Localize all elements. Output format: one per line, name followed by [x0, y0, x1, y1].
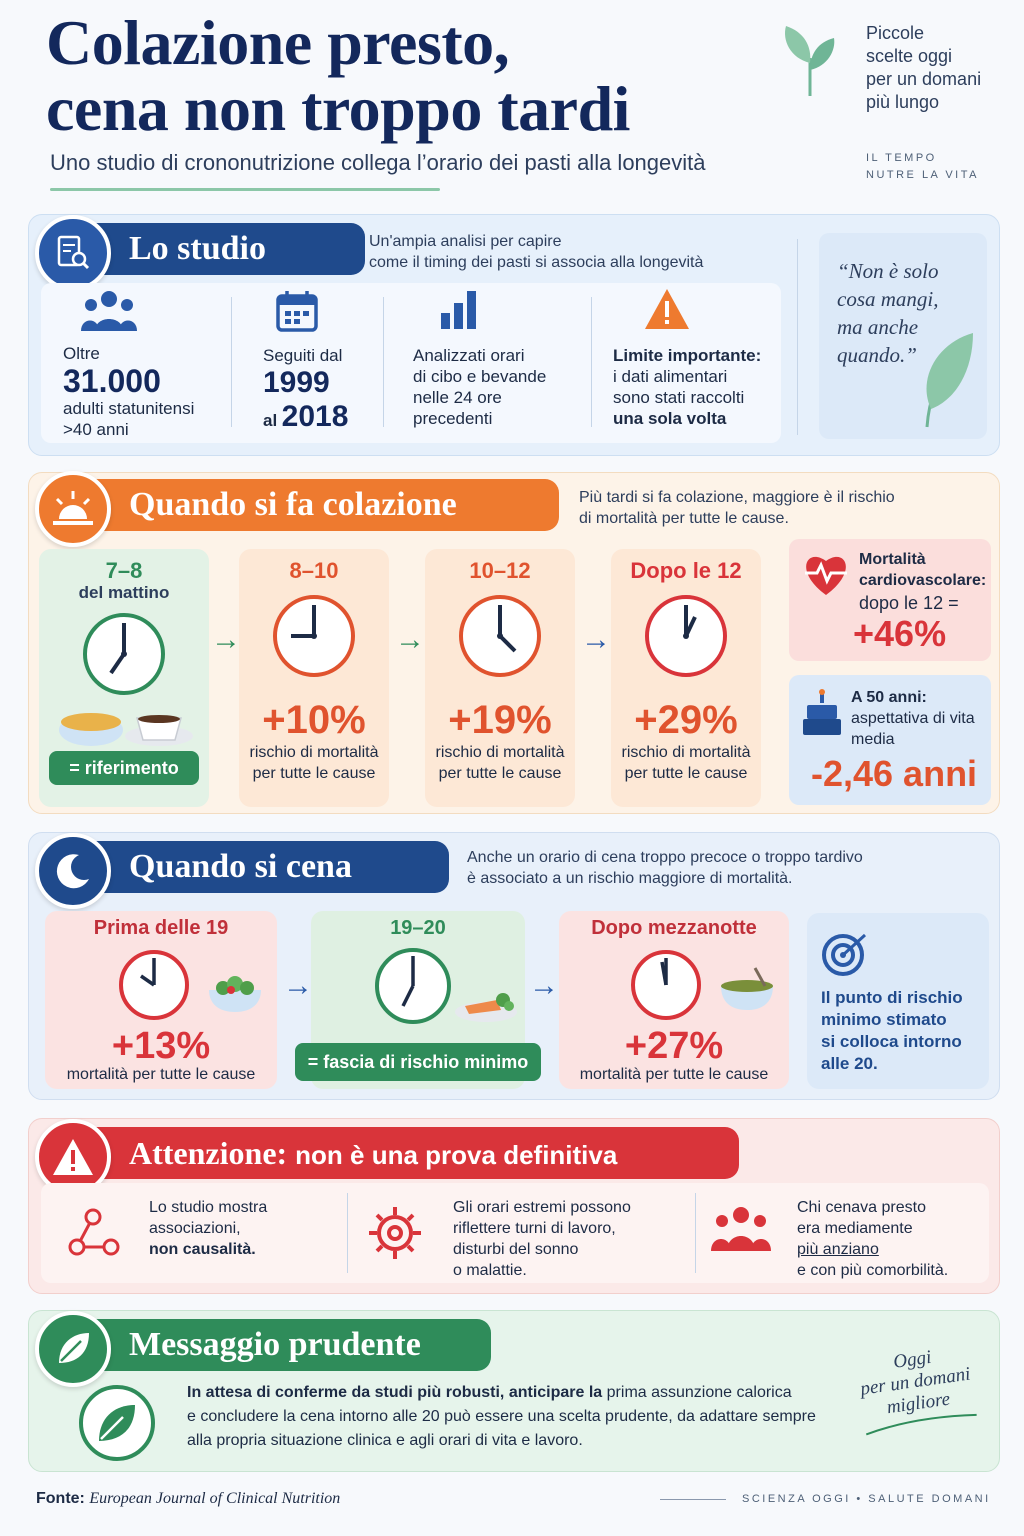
sprout-icon — [785, 26, 835, 96]
page-title: Colazione presto, cena non troppo tardi — [46, 7, 630, 144]
reference-badge: = riferimento — [49, 751, 199, 785]
life-expectancy-card: A 50 anni: aspettativa di vita media -2,… — [789, 675, 991, 805]
people-icon — [711, 1207, 771, 1251]
study-stats: Oltre 31.000 adulti statunitensi >40 ann… — [41, 283, 781, 443]
warning-triangle-icon — [645, 289, 689, 329]
title-underline — [50, 188, 440, 191]
clock-icon — [119, 950, 189, 1020]
salad-icon — [209, 976, 261, 1012]
dinner-intro: Anche un orario di cena troppo precoce o… — [467, 849, 863, 887]
bar-chart-icon — [441, 291, 476, 329]
birthday-cake-icon — [803, 689, 841, 735]
arrow-right-icon: → — [211, 623, 241, 656]
clock-icon — [375, 948, 451, 1024]
clock-icon — [645, 595, 727, 677]
message-heading: Messaggio prudente — [79, 1319, 491, 1371]
breakfast-intro: Più tardi si fa colazione, maggiore è il… — [579, 489, 895, 527]
search-document-icon — [35, 215, 111, 291]
warning-heading: Attenzione: non è una prova definitiva — [79, 1127, 739, 1179]
study-section: Lo studio Un'ampia analisi per capire co… — [28, 214, 1000, 456]
warning-item-confounders: Gli orari estremi possono riflettere tur… — [453, 1199, 631, 1279]
arrow-right-icon: → — [529, 969, 559, 1002]
min-risk-badge: = fascia di rischio minimo — [295, 1043, 541, 1081]
moon-icon — [35, 833, 111, 909]
breakfast-time-7-8: 7–8 del mattino = riferimento — [39, 549, 209, 807]
clock-icon — [273, 595, 355, 677]
dinner-time-19-20: 19–20 = fascia di rischio minimo — [295, 911, 541, 1089]
fish-dish-icon — [455, 993, 517, 1022]
clock-icon — [631, 950, 701, 1020]
study-quote: “Non è solo cosa mangi, ma anche quando.… — [819, 233, 987, 439]
signature: Oggi per un domani migliore — [842, 1340, 993, 1447]
source-citation: Fonte: European Journal of Clinical Nutr… — [36, 1490, 341, 1507]
breakfast-heading: Quando si fa colazione — [79, 479, 559, 531]
clock-icon — [459, 595, 541, 677]
people-icon — [81, 291, 137, 331]
sunrise-icon — [35, 471, 111, 547]
breakfast-section: Quando si fa colazione Più tardi si fa c… — [28, 471, 1000, 814]
leaf-circle-icon — [79, 1385, 155, 1461]
arrow-right-icon: → — [283, 969, 313, 1002]
breakfast-food-icon — [59, 713, 193, 746]
dinner-section: Quando si cena Anche un orario di cena t… — [28, 832, 1000, 1100]
cardio-mortality-card: Mortalità cardiovascolare: dopo le 12 = … — [789, 539, 991, 661]
soup-bowl-icon — [721, 967, 773, 1010]
warning-item-age: Chi cenava presto era mediamente più anz… — [797, 1199, 949, 1279]
breakfast-time-after-12: Dopo le 12 +29% rischio di mortalità per… — [611, 549, 761, 807]
dinner-time-before-19: Prima delle 19 +13% mortalità per tutte … — [45, 911, 277, 1089]
breakfast-time-8-10: 8–10 +10% rischio di mortalità per tutte… — [239, 549, 389, 807]
motto: IL TEMPO NUTRE LA VITA — [866, 152, 979, 181]
warning-item-causality: Lo studio mostra associazioni, non causa… — [149, 1199, 268, 1258]
dinner-time-after-midnight: Dopo mezzanotte +27% mortalità per tutte… — [559, 911, 789, 1089]
message-text: In attesa di conferme da studi più robus… — [187, 1384, 816, 1449]
gear-icon — [369, 1207, 421, 1259]
leaf-badge-icon — [35, 1311, 111, 1387]
study-intro: Un'ampia analisi per capire come il timi… — [369, 233, 704, 271]
dinner-heading: Quando si cena — [79, 841, 449, 893]
study-heading: Lo studio — [79, 223, 365, 275]
heartbeat-icon — [805, 556, 847, 595]
calendar-icon — [276, 291, 318, 332]
swoosh-icon — [865, 1413, 977, 1436]
stat-limit: Limite importante: i dati alimentari son… — [613, 283, 783, 443]
stat-data-collected: Analizzati orari di cibo e bevande nelle… — [413, 283, 583, 443]
breakfast-time-10-12: 10–12 +19% rischio di mortalità per tutt… — [425, 549, 575, 807]
stat-participants: Oltre 31.000 adulti statunitensi >40 ann… — [63, 283, 243, 443]
warning-section: Attenzione: non è una prova definitiva L… — [28, 1118, 1000, 1294]
footer-brand: SCIENZA OGGI • SALUTE DOMANI — [660, 1493, 1000, 1505]
leaf-icon — [925, 333, 973, 428]
message-section: Messaggio prudente In attesa di conferme… — [28, 1310, 1000, 1472]
header: Colazione presto, cena non troppo tardi … — [0, 0, 1024, 200]
network-nodes-icon — [68, 1208, 120, 1256]
arrow-right-icon: → — [581, 623, 611, 656]
tagline: Piccole scelte oggi per un domani più lu… — [866, 23, 982, 112]
stat-period: Seguiti dal 1999 al 2018 — [263, 283, 393, 443]
min-risk-note: Il punto di rischio minimo stimato si co… — [807, 913, 989, 1089]
page-subtitle: Uno studio di crononutrizione collega l’… — [50, 150, 706, 175]
arrow-right-icon: → — [395, 623, 425, 656]
warning-items: Lo studio mostra associazioni, non causa… — [41, 1183, 989, 1283]
target-icon — [822, 933, 867, 976]
clock-icon — [83, 613, 165, 695]
